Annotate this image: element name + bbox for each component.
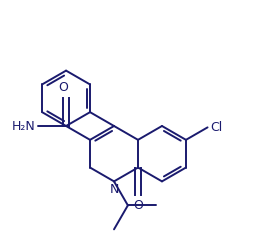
Text: N: N [109, 183, 119, 196]
Text: O: O [58, 81, 68, 94]
Text: H₂N: H₂N [12, 119, 36, 133]
Text: Cl: Cl [210, 121, 222, 134]
Text: O: O [133, 199, 143, 212]
